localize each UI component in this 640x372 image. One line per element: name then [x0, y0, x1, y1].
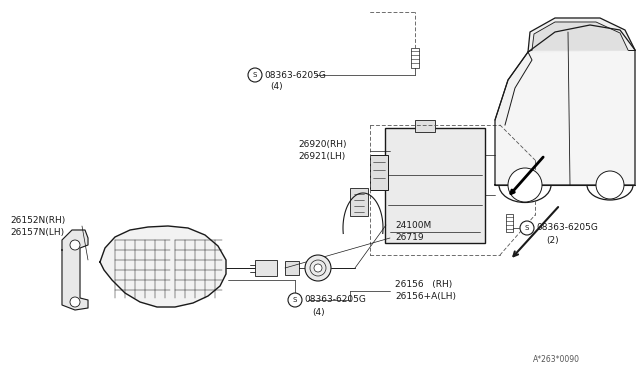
Bar	[415, 120, 435, 132]
Circle shape	[314, 264, 322, 272]
Polygon shape	[62, 230, 88, 310]
Bar	[350, 188, 368, 216]
Circle shape	[70, 240, 80, 250]
Circle shape	[288, 293, 302, 307]
Bar	[285, 261, 299, 275]
Circle shape	[310, 260, 326, 276]
Text: 08363-6205G: 08363-6205G	[536, 224, 598, 232]
Text: 26156   (RH): 26156 (RH)	[395, 280, 452, 289]
Bar	[385, 128, 485, 243]
Text: (4): (4)	[270, 83, 283, 92]
Text: A*263*0090: A*263*0090	[533, 356, 580, 365]
Bar	[255, 260, 277, 276]
Text: 26156+A(LH): 26156+A(LH)	[395, 292, 456, 301]
Circle shape	[248, 68, 262, 82]
Bar	[411, 48, 419, 68]
Text: 08363-6205G: 08363-6205G	[264, 71, 326, 80]
Text: S: S	[525, 225, 529, 231]
Text: 08363-6205G: 08363-6205G	[304, 295, 366, 305]
Bar	[370, 155, 388, 190]
Polygon shape	[528, 18, 635, 52]
Bar	[506, 214, 513, 232]
Polygon shape	[532, 22, 628, 50]
Polygon shape	[495, 52, 532, 125]
Text: (2): (2)	[546, 235, 559, 244]
Circle shape	[305, 255, 331, 281]
Circle shape	[520, 221, 534, 235]
Circle shape	[70, 297, 80, 307]
Text: 24100M: 24100M	[395, 221, 431, 230]
Text: S: S	[253, 72, 257, 78]
Polygon shape	[495, 25, 635, 185]
Polygon shape	[100, 226, 226, 307]
Text: S: S	[293, 297, 297, 303]
Text: 26157N(LH): 26157N(LH)	[10, 228, 64, 237]
Circle shape	[508, 168, 542, 202]
Text: 26921(LH): 26921(LH)	[298, 153, 345, 161]
Text: (4): (4)	[312, 308, 324, 317]
Text: 26152N(RH): 26152N(RH)	[10, 215, 65, 224]
Text: 26719: 26719	[395, 234, 424, 243]
Text: 26920(RH): 26920(RH)	[298, 141, 346, 150]
Circle shape	[596, 171, 624, 199]
